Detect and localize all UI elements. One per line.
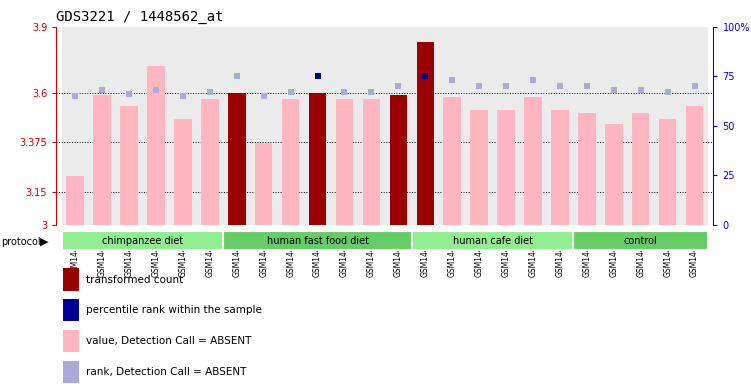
Point bbox=[69, 93, 81, 99]
Bar bbox=[605, 124, 623, 225]
Bar bbox=[62, 27, 89, 225]
Bar bbox=[358, 27, 385, 225]
Text: GDS3221 / 1448562_at: GDS3221 / 1448562_at bbox=[56, 10, 224, 25]
Bar bbox=[600, 27, 627, 225]
Bar bbox=[228, 93, 246, 225]
Bar bbox=[686, 106, 704, 225]
Bar bbox=[116, 27, 143, 225]
Bar bbox=[309, 93, 327, 225]
Point bbox=[635, 87, 647, 93]
Bar bbox=[93, 95, 111, 225]
Point bbox=[500, 83, 512, 89]
Bar bbox=[493, 27, 520, 225]
Point bbox=[312, 73, 324, 79]
Point bbox=[258, 93, 270, 99]
Text: control: control bbox=[624, 236, 658, 246]
Bar bbox=[574, 232, 708, 250]
Bar bbox=[551, 110, 569, 225]
Bar bbox=[277, 27, 304, 225]
Bar bbox=[520, 27, 547, 225]
Bar bbox=[654, 27, 681, 225]
Point bbox=[96, 87, 108, 93]
Bar bbox=[547, 27, 574, 225]
Text: chimpanzee diet: chimpanzee diet bbox=[102, 236, 183, 246]
Bar bbox=[63, 268, 80, 291]
Point bbox=[554, 83, 566, 89]
Point bbox=[662, 89, 674, 95]
Bar bbox=[255, 143, 273, 225]
Bar bbox=[196, 27, 223, 225]
Bar bbox=[385, 27, 412, 225]
Bar bbox=[578, 113, 596, 225]
Bar bbox=[223, 27, 250, 225]
Bar bbox=[627, 27, 654, 225]
Text: human fast food diet: human fast food diet bbox=[267, 236, 369, 246]
Bar bbox=[574, 27, 600, 225]
Bar bbox=[143, 27, 170, 225]
Bar bbox=[497, 110, 515, 225]
Bar bbox=[282, 99, 300, 225]
Point bbox=[204, 89, 216, 95]
Bar bbox=[62, 232, 223, 250]
Point bbox=[177, 93, 189, 99]
Bar bbox=[336, 99, 353, 225]
Bar bbox=[412, 27, 439, 225]
Bar bbox=[470, 110, 488, 225]
Bar bbox=[201, 99, 219, 225]
Text: protocol: protocol bbox=[2, 237, 41, 247]
Bar bbox=[632, 113, 650, 225]
Point bbox=[285, 89, 297, 95]
Bar bbox=[412, 232, 574, 250]
Bar bbox=[147, 66, 164, 225]
Text: value, Detection Call = ABSENT: value, Detection Call = ABSENT bbox=[86, 336, 252, 346]
Point bbox=[446, 77, 458, 83]
Bar bbox=[439, 27, 466, 225]
Bar bbox=[63, 330, 80, 352]
Bar bbox=[63, 299, 80, 321]
Bar bbox=[223, 232, 412, 250]
Point bbox=[581, 83, 593, 89]
Point bbox=[339, 89, 351, 95]
Point bbox=[608, 87, 620, 93]
Bar bbox=[66, 176, 84, 225]
Text: transformed count: transformed count bbox=[86, 275, 183, 285]
Bar bbox=[681, 27, 708, 225]
Text: human cafe diet: human cafe diet bbox=[453, 236, 532, 246]
Bar bbox=[170, 27, 196, 225]
Bar bbox=[304, 27, 331, 225]
Point bbox=[150, 87, 162, 93]
Point bbox=[366, 89, 378, 95]
Bar bbox=[417, 42, 434, 225]
Text: percentile rank within the sample: percentile rank within the sample bbox=[86, 305, 262, 315]
Bar bbox=[174, 119, 192, 225]
Point bbox=[392, 83, 404, 89]
Bar bbox=[331, 27, 358, 225]
Bar bbox=[89, 27, 116, 225]
Point bbox=[689, 83, 701, 89]
Bar bbox=[466, 27, 493, 225]
Point bbox=[419, 73, 431, 79]
Bar bbox=[390, 95, 407, 225]
Point bbox=[527, 77, 539, 83]
Bar bbox=[659, 119, 677, 225]
Point bbox=[123, 91, 135, 97]
Bar bbox=[120, 106, 137, 225]
Bar bbox=[250, 27, 277, 225]
Point bbox=[473, 83, 485, 89]
Bar bbox=[63, 361, 80, 383]
Bar bbox=[524, 97, 541, 225]
Text: ▶: ▶ bbox=[40, 237, 48, 247]
Text: rank, Detection Call = ABSENT: rank, Detection Call = ABSENT bbox=[86, 367, 246, 377]
Point bbox=[231, 73, 243, 79]
Bar bbox=[443, 97, 461, 225]
Bar bbox=[363, 99, 380, 225]
